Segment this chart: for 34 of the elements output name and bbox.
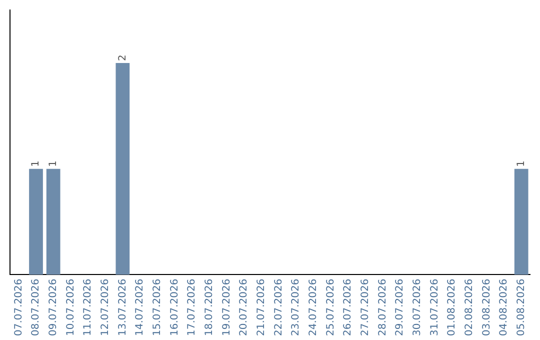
x-tick-label: 04.08.2026	[498, 278, 510, 336]
x-tick-label: 20.07.2026	[238, 278, 250, 336]
x-tick-label: 18.07.2026	[204, 278, 215, 336]
x-tick-label: 21.07.2026	[256, 278, 267, 336]
data-label: 1	[516, 160, 527, 167]
x-tick-label: 10.07.2026	[65, 278, 76, 336]
x-tick-label: 08.07.2026	[30, 278, 42, 336]
x-tick-label: 29.07.2026	[394, 278, 406, 336]
x-tick-label: 01.08.2026	[446, 278, 458, 336]
x-tick-label: 16.07.2026	[169, 278, 180, 336]
x-tick-label: 23.07.2026	[290, 278, 302, 336]
x-tick-label: 24.07.2026	[308, 278, 319, 336]
data-label: 2	[117, 54, 128, 61]
x-tick-label: 15.07.2026	[152, 278, 163, 336]
x-tick-label: 07.07.2026	[13, 278, 24, 336]
x-tick-label: 28.07.2026	[377, 278, 388, 336]
x-tick-label: 17.07.2026	[186, 278, 198, 336]
x-tick-label: 14.07.2026	[134, 278, 146, 336]
x-tick-label: 03.08.2026	[481, 278, 492, 336]
x-tick-label: 31.07.2026	[429, 278, 440, 336]
x-tick-label: 13.07.2026	[117, 278, 128, 336]
x-tick-label: 26.07.2026	[342, 278, 354, 336]
x-tick-label: 19.07.2026	[221, 278, 232, 336]
x-tick-label: 05.08.2026	[516, 278, 527, 336]
x-tick-label: 02.08.2026	[464, 278, 475, 336]
x-tick-label: 25.07.2026	[325, 278, 336, 336]
x-tick-label: 09.07.2026	[48, 278, 59, 336]
data-label: 1	[48, 160, 59, 167]
data-label: 1	[30, 160, 42, 167]
x-tick-label: 30.07.2026	[412, 278, 423, 336]
x-tick-label: 27.07.2026	[360, 278, 371, 336]
x-tick-label: 12.07.2026	[100, 278, 111, 336]
x-tick-label: 22.07.2026	[273, 278, 284, 336]
x-tick-label: 11.07.2026	[82, 278, 94, 336]
